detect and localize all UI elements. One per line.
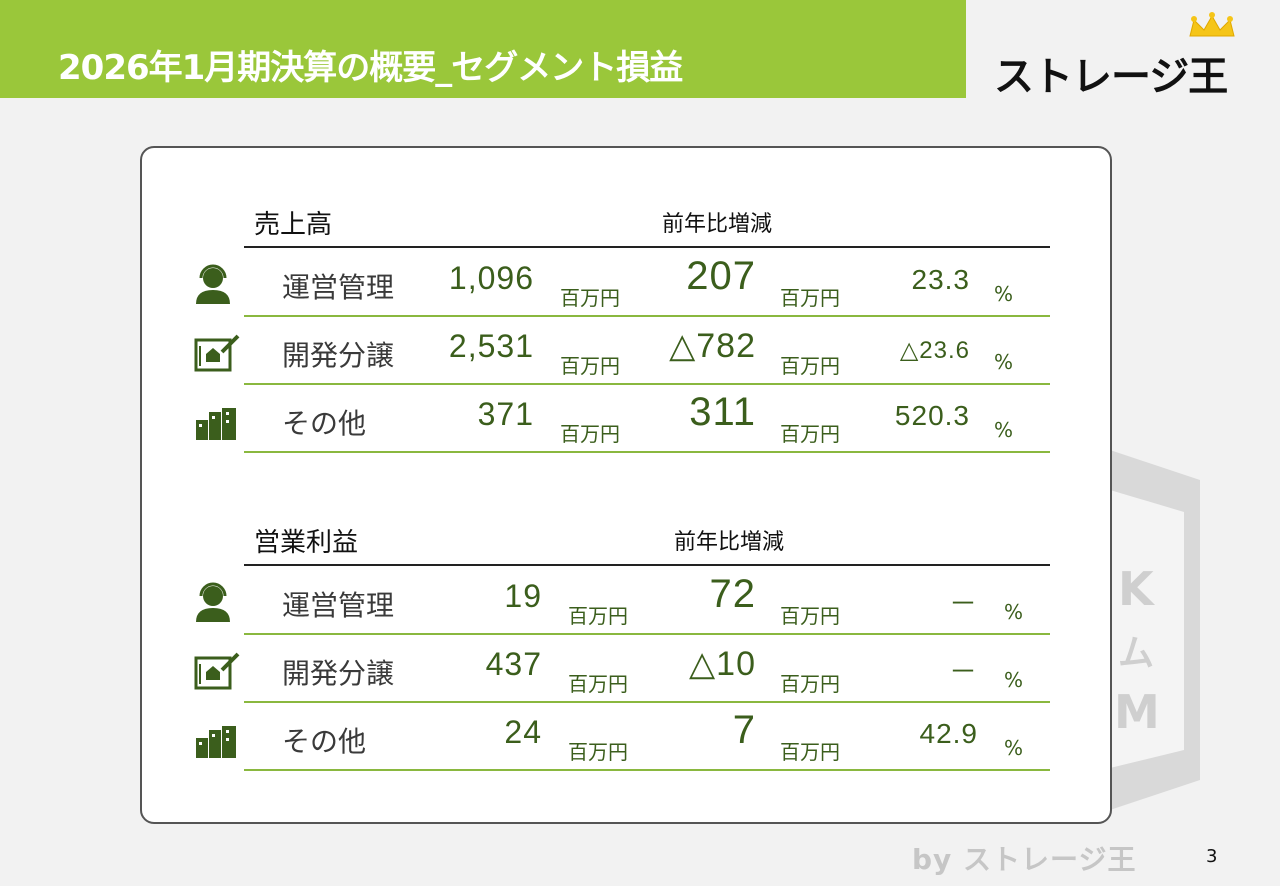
logo-text: ストレージ王 [994, 54, 1228, 100]
row-rule [244, 769, 1050, 771]
table-row: 開発分譲 437 百万円 △10 百万円 － % [142, 634, 1112, 702]
unit-label: 百万円 [560, 286, 620, 310]
development-plan-icon [194, 652, 240, 690]
segment-name: 運営管理 [282, 589, 395, 622]
unit-label: 百万円 [780, 286, 840, 310]
pct-unit: % [1004, 736, 1024, 760]
segment-name: その他 [282, 725, 367, 758]
unit-label: 百万円 [568, 740, 628, 764]
buildings-icon [196, 726, 236, 758]
diff-value: 72 [709, 572, 756, 616]
profit-header-rule [244, 564, 1050, 566]
pct-unit: % [994, 350, 1014, 374]
pct-value: △23.6 [899, 337, 970, 364]
pct-unit: % [994, 282, 1014, 306]
unit-label: 百万円 [780, 740, 840, 764]
crown-icon [1189, 12, 1235, 37]
diff-value: △10 [689, 645, 756, 683]
segment-name: 開発分譲 [282, 339, 395, 372]
pct-value: 23.3 [911, 264, 970, 295]
row-rule [244, 383, 1050, 385]
footer-brand: by ストレージ王 [912, 843, 1137, 876]
segment-name: 運営管理 [282, 271, 395, 304]
unit-label: 百万円 [780, 604, 840, 628]
profit-diff-heading: 前年比増減 [674, 530, 785, 555]
operator-headset-icon [196, 264, 230, 304]
row-rule [244, 701, 1050, 703]
unit-label: 百万円 [568, 672, 628, 696]
unit-label: 百万円 [780, 354, 840, 378]
table-row: 運営管理 1,096 百万円 207 百万円 23.3 % [142, 248, 1112, 316]
watermark-graphic: K ム M [1110, 450, 1200, 810]
table-row: 開発分譲 2,531 百万円 △782 百万円 △23.6 % [142, 316, 1112, 384]
development-plan-icon [194, 334, 240, 372]
unit-label: 百万円 [780, 422, 840, 446]
svg-text:K: K [1118, 562, 1156, 616]
diff-value: 7 [732, 708, 756, 752]
row-rule [244, 633, 1050, 635]
sales-value: 1,096 [448, 260, 534, 296]
page-title: 2026年1月期決算の概要_セグメント損益 [58, 48, 683, 88]
table-row: その他 24 百万円 7 百万円 42.9 % [142, 702, 1112, 770]
diff-value: △782 [669, 327, 756, 365]
table-row: 運営管理 19 百万円 72 百万円 － % [142, 566, 1112, 634]
unit-label: 百万円 [560, 422, 620, 446]
unit-label: 百万円 [560, 354, 620, 378]
profit-value: 437 [485, 646, 542, 682]
page-number: 3 [1206, 846, 1218, 867]
segment-name: その他 [282, 407, 367, 440]
pct-unit: % [1004, 668, 1024, 692]
pct-value: － [948, 656, 978, 687]
sales-value: 2,531 [448, 328, 534, 364]
row-rule [244, 315, 1050, 317]
brand-logo: ストレージ王 [994, 12, 1244, 100]
profit-value: 19 [504, 578, 542, 614]
pct-value: 42.9 [919, 718, 978, 749]
pct-value: － [948, 588, 978, 619]
profit-value: 24 [504, 714, 542, 750]
sales-diff-heading: 前年比増減 [662, 212, 773, 237]
diff-value: 207 [686, 254, 756, 298]
pct-value: 520.3 [894, 400, 970, 431]
sales-header-rule [244, 246, 1050, 248]
diff-value: 311 [689, 390, 756, 434]
svg-text:ム: ム [1118, 633, 1154, 674]
operator-headset-icon [196, 582, 230, 622]
unit-label: 百万円 [780, 672, 840, 696]
profit-heading: 営業利益 [254, 528, 359, 558]
sales-value: 371 [477, 396, 534, 432]
segment-results-card: 売上高 前年比増減 運営管理 1,096 百万円 207 百万円 23.3 % … [140, 146, 1112, 824]
table-row: その他 371 百万円 311 百万円 520.3 % [142, 384, 1112, 452]
pct-unit: % [1004, 600, 1024, 624]
segment-name: 開発分譲 [282, 657, 395, 690]
sales-heading: 売上高 [254, 210, 333, 240]
pct-unit: % [994, 418, 1014, 442]
buildings-icon [196, 408, 236, 440]
header-band [0, 0, 966, 98]
row-rule [244, 451, 1050, 453]
unit-label: 百万円 [568, 604, 628, 628]
svg-text:M: M [1114, 685, 1160, 739]
